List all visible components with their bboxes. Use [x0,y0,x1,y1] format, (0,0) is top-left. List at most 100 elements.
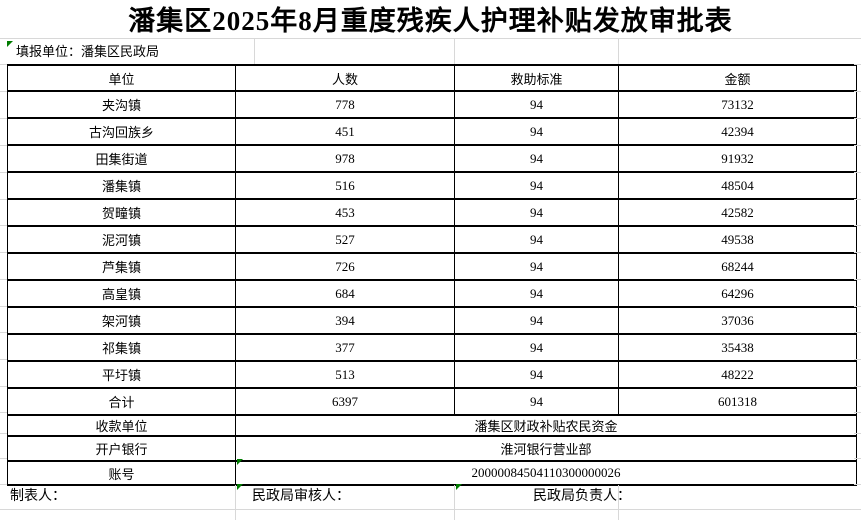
gridline [854,252,861,253]
gridline [854,412,861,413]
gridline [0,279,7,280]
gridline [854,386,861,387]
table-cell[interactable]: 377 [235,333,455,362]
table-row: 祁集镇 377 94 35438 [7,333,857,362]
header-row: 单位 人数 救助标准 金额 [7,64,857,92]
gridline [0,306,7,307]
gridline [854,172,861,173]
subsidy-table: 单位 人数 救助标准 金额 夹沟镇 778 94 73132 古沟回族乡 451 94 423… [7,64,857,486]
table-row: 高皇镇 684 94 64296 [7,279,857,308]
gridline [854,359,861,360]
table-cell[interactable]: 42582 [618,198,857,227]
column-header-standard[interactable]: 救助标准 [454,64,619,92]
account-label-cell[interactable]: 账号 [7,460,236,486]
page-title: 潘集区2025年8月重度残疾人护理补贴发放审批表 [128,6,733,36]
table-cell[interactable]: 古沟回族乡 [7,117,236,146]
table-cell[interactable]: 6397 [235,387,455,416]
table-cell[interactable]: 94 [454,144,619,173]
table-cell[interactable]: 94 [454,333,619,362]
table-cell[interactable]: 601318 [618,387,857,416]
table-cell[interactable]: 田集街道 [7,144,236,173]
table-row: 芦集镇 726 94 68244 [7,252,857,281]
table-cell[interactable]: 94 [454,225,619,254]
table-cell[interactable]: 夹沟镇 [7,90,236,119]
table-cell[interactable]: 94 [454,171,619,200]
table-cell[interactable]: 平圩镇 [7,360,236,389]
table-row: 潘集镇 516 94 48504 [7,171,857,200]
table-cell[interactable]: 64296 [618,279,857,308]
gridline [0,38,861,39]
table-cell[interactable]: 94 [454,198,619,227]
payee-label-cell[interactable]: 收款单位 [7,414,236,437]
table-cell[interactable]: 48222 [618,360,857,389]
gridline [0,509,861,510]
gridline [0,484,7,485]
table-cell[interactable]: 778 [235,90,455,119]
total-row: 合计 6397 94 601318 [7,387,857,416]
table-cell[interactable]: 架河镇 [7,306,236,335]
table-cell[interactable]: 祁集镇 [7,333,236,362]
table-cell[interactable]: 94 [454,252,619,281]
table-cell[interactable]: 68244 [618,252,857,281]
table-cell[interactable]: 394 [235,306,455,335]
gridline [0,225,7,226]
reviewer-label: 民政局审核人： [252,489,350,504]
gridline [0,199,7,200]
column-header-unit[interactable]: 单位 [7,64,236,92]
gridline [0,172,7,173]
column-header-amount[interactable]: 金额 [618,64,857,92]
table-cell[interactable]: 贺疃镇 [7,198,236,227]
table-cell[interactable]: 73132 [618,90,857,119]
table-cell[interactable]: 978 [235,144,455,173]
table-cell[interactable]: 高皇镇 [7,279,236,308]
table-cell[interactable]: 35438 [618,333,857,362]
table-cell[interactable]: 94 [454,279,619,308]
table-cell[interactable]: 94 [454,306,619,335]
table-cell[interactable]: 49538 [618,225,857,254]
table-cell[interactable]: 726 [235,252,455,281]
gridline [0,359,7,360]
gridline [854,279,861,280]
account-value-cell[interactable]: 20000084504110300000026 [235,460,857,486]
table-cell[interactable]: 451 [235,117,455,146]
gridline [0,386,7,387]
gridline [854,64,861,65]
payee-value-cell[interactable]: 潘集区财政补贴农民资金 [235,414,857,437]
gridline [0,145,7,146]
table-cell[interactable]: 42394 [618,117,857,146]
gridline [0,64,7,65]
gridline [454,39,455,64]
gridline [0,433,7,434]
table-cell[interactable]: 94 [454,90,619,119]
table-cell[interactable]: 91932 [618,144,857,173]
bank-label-cell[interactable]: 开户银行 [7,435,236,462]
table-cell[interactable]: 94 [454,387,619,416]
gridline [0,458,7,459]
table-cell[interactable]: 94 [454,117,619,146]
cell-flag-triangle [456,484,462,490]
column-header-count[interactable]: 人数 [235,64,455,92]
table-body: 夹沟镇 778 94 73132 古沟回族乡 451 94 42394 田集街道 978 94 919… [7,90,857,416]
table-cell[interactable]: 94 [454,360,619,389]
table-cell[interactable]: 516 [235,171,455,200]
bank-value-cell[interactable]: 淮河银行营业部 [235,435,857,462]
table-row: 古沟回族乡 451 94 42394 [7,117,857,146]
cell-flag-triangle [237,459,243,465]
table-cell[interactable]: 453 [235,198,455,227]
reporting-unit-label: 填报单位：潘集区民政局 [16,44,160,59]
table-cell[interactable]: 513 [235,360,455,389]
table-cell[interactable]: 48504 [618,171,857,200]
table-cell[interactable]: 芦集镇 [7,252,236,281]
payee-row: 收款单位 潘集区财政补贴农民资金 [7,414,857,437]
gridline [618,485,619,520]
table-cell[interactable]: 37036 [618,306,857,335]
table-cell[interactable]: 527 [235,225,455,254]
table-cell[interactable]: 潘集镇 [7,171,236,200]
table-cell[interactable]: 684 [235,279,455,308]
table-cell[interactable]: 合计 [7,387,236,416]
gridline [854,484,861,485]
gridline [854,118,861,119]
gridline [0,412,7,413]
gridline [854,306,861,307]
table-cell[interactable]: 泥河镇 [7,225,236,254]
